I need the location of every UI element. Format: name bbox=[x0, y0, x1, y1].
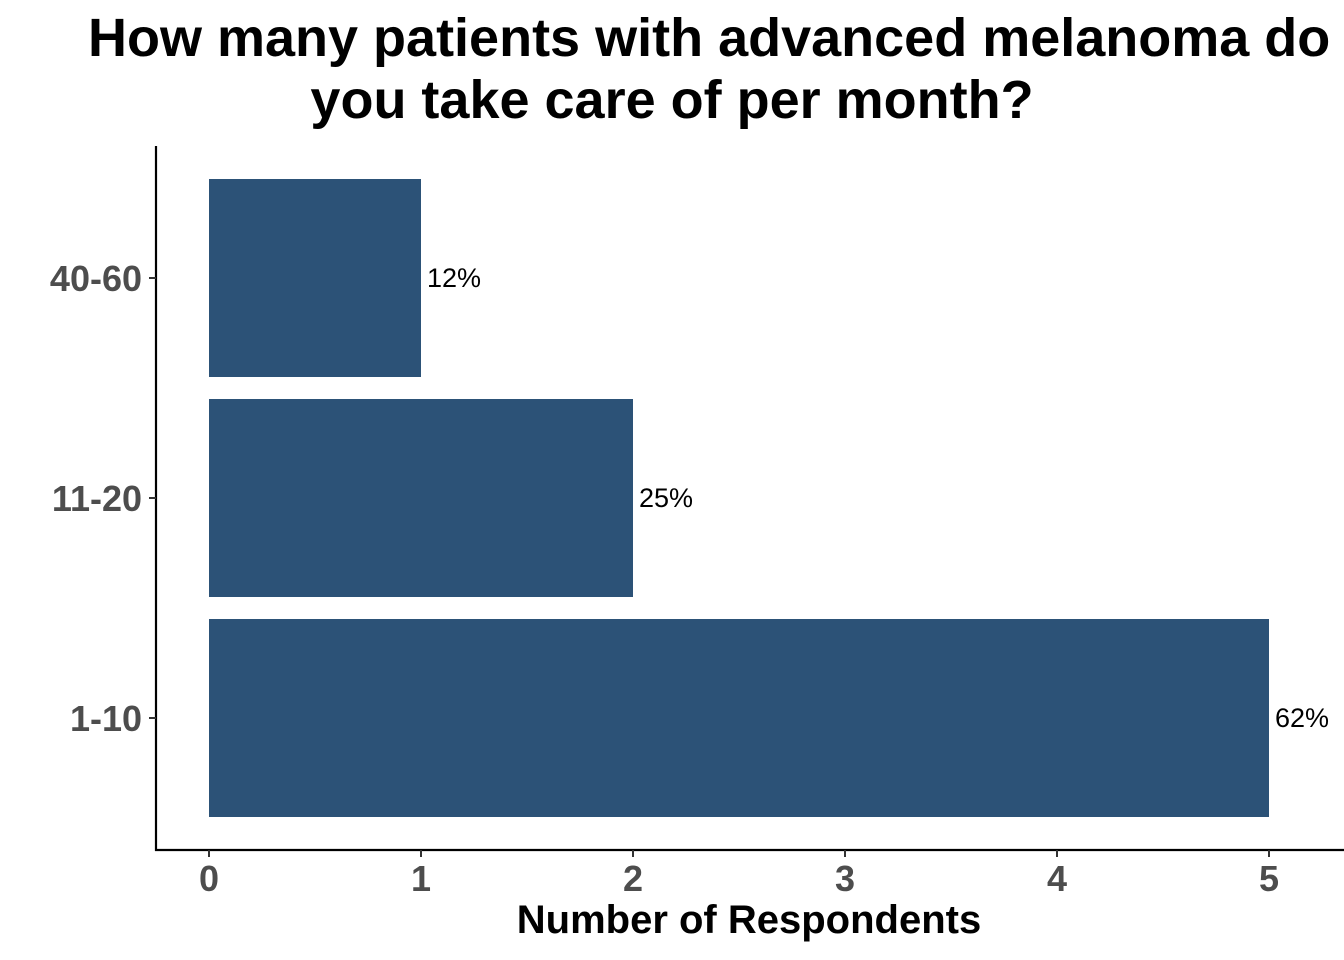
x-tick-label-0: 0 bbox=[199, 858, 219, 899]
y-tick-label-11-20: 11-20 bbox=[52, 478, 142, 519]
x-tick-label-5: 5 bbox=[1259, 858, 1279, 899]
y-tick-label-1-10: 1-10 bbox=[70, 698, 142, 739]
x-tick-label-3: 3 bbox=[835, 858, 855, 899]
bar-11-20 bbox=[209, 399, 633, 597]
y-tick-label-40-60: 40-60 bbox=[50, 258, 142, 299]
chart-title-line-2: you take care of per month? bbox=[310, 70, 1034, 130]
data-label-11-20: 25% bbox=[639, 483, 693, 513]
data-label-1-10: 62% bbox=[1275, 703, 1329, 733]
x-axis-title: Number of Respondents bbox=[516, 898, 982, 942]
x-tick-label-1: 1 bbox=[411, 858, 431, 899]
data-label-40-60: 12% bbox=[427, 263, 481, 293]
x-tick-label-2: 2 bbox=[623, 858, 643, 899]
x-tick-label-4: 4 bbox=[1047, 858, 1067, 899]
bar-40-60 bbox=[209, 179, 421, 377]
bar-1-10 bbox=[209, 619, 1269, 817]
chart-title-line-1: How many patients with advanced melanoma… bbox=[88, 8, 1331, 68]
